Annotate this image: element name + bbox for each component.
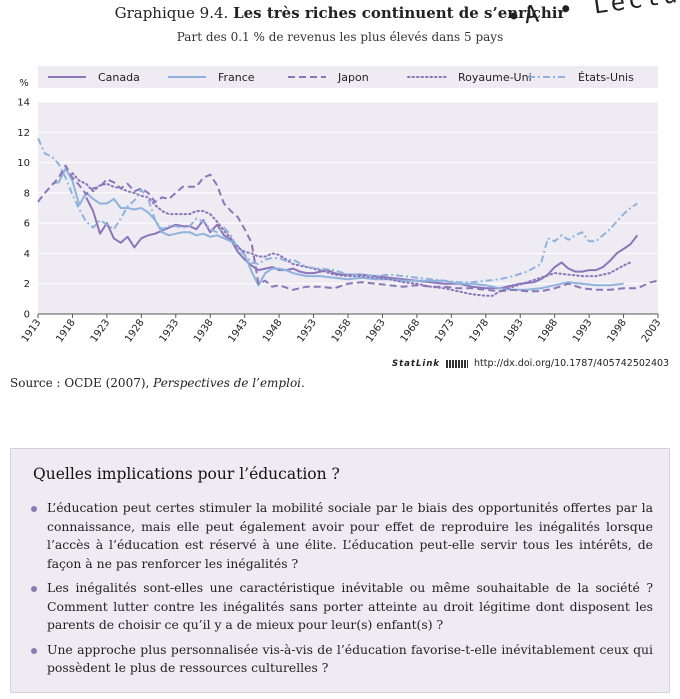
implications-box: Quelles implications pour l’éducation ? … bbox=[10, 448, 670, 693]
x-tick-label: 1993 bbox=[571, 317, 595, 344]
x-tick-label: 1978 bbox=[468, 317, 492, 344]
bullet-icon bbox=[31, 506, 37, 512]
y-tick-label: 0 bbox=[24, 310, 30, 321]
statlink-label: StatLink bbox=[392, 358, 441, 369]
series-line--tats-unis bbox=[37, 137, 638, 284]
x-tick-label: 2003 bbox=[640, 317, 664, 344]
source-publication: Perspectives de l’emploi bbox=[153, 376, 302, 390]
legend-label: États-Unis bbox=[578, 71, 634, 84]
y-tick-label: 10 bbox=[17, 158, 30, 169]
barcode-icon bbox=[446, 359, 469, 368]
y-tick-label: 14 bbox=[17, 98, 30, 109]
y-tick-label: 6 bbox=[24, 219, 30, 230]
chart-number: Graphique 9.4. bbox=[114, 4, 229, 22]
series-line-royaume-uni bbox=[71, 172, 632, 297]
x-tick-label: 1998 bbox=[605, 317, 629, 344]
y-axis-label: % bbox=[19, 78, 29, 89]
x-tick-label: 1968 bbox=[399, 317, 423, 344]
implications-list: L’éducation peut certes stimuler la mobi… bbox=[29, 499, 653, 684]
x-tick-label: 1963 bbox=[364, 317, 388, 344]
list-item: L’éducation peut certes stimuler la mobi… bbox=[29, 499, 653, 573]
statlink-url[interactable]: http://dx.doi.org/10.1787/405742502403 bbox=[474, 358, 670, 369]
list-item-text: L’éducation peut certes stimuler la mobi… bbox=[47, 500, 653, 571]
x-tick-label: 1913 bbox=[20, 317, 44, 344]
bullet-icon bbox=[31, 586, 37, 592]
series-line-france bbox=[51, 167, 624, 291]
x-tick-label: 1928 bbox=[123, 317, 147, 344]
legend-label: Japon bbox=[337, 71, 369, 84]
x-tick-label: 1958 bbox=[330, 317, 354, 344]
x-tick-label: 1918 bbox=[54, 317, 78, 344]
chart-subtitle: Part des 0.1 % de revenus les plus élevé… bbox=[176, 30, 504, 44]
x-tick-label: 1943 bbox=[227, 317, 251, 344]
legend-label: Canada bbox=[98, 71, 140, 84]
line-chart: 0 2 4 6 8 10 12 14% 1913 1918 1923 1928 1933 1938 1943… bbox=[17, 66, 664, 345]
legend-label: France bbox=[218, 71, 255, 84]
list-item: Une approche plus personnalisée vis-à-vi… bbox=[29, 641, 653, 678]
source-prefix: Source : OCDE (2007), bbox=[10, 376, 154, 390]
x-tick-label: 1973 bbox=[433, 317, 457, 344]
y-tick-label: 2 bbox=[24, 279, 30, 290]
statlink[interactable]: StatLink http://dx.doi.org/10.1787/40574… bbox=[392, 358, 669, 369]
box-heading: Quelles implications pour l’éducation ? bbox=[33, 465, 340, 483]
x-tick-label: 1988 bbox=[537, 317, 561, 344]
series-line-canada bbox=[85, 196, 639, 290]
legend-background bbox=[38, 66, 658, 88]
x-tick-label: 1948 bbox=[261, 317, 285, 344]
y-tick-label: 12 bbox=[17, 128, 30, 139]
source-suffix: . bbox=[301, 376, 305, 390]
source-note: Source : OCDE (2007), Perspectives de l’… bbox=[10, 376, 305, 390]
chart-title: Graphique 9.4. Les très riches continuen… bbox=[0, 4, 680, 22]
y-tick-label: 8 bbox=[24, 188, 30, 199]
x-tick-label: 1953 bbox=[295, 317, 319, 344]
x-tick-label: 1933 bbox=[158, 317, 182, 344]
y-tick-label: 4 bbox=[24, 249, 30, 260]
x-tick-label: 1983 bbox=[502, 317, 526, 344]
x-tick-label: 1938 bbox=[192, 317, 216, 344]
list-item: Les inégalités sont-elles une caractéris… bbox=[29, 579, 653, 635]
x-tick-label: 1923 bbox=[89, 317, 113, 344]
series-line-japon bbox=[37, 164, 659, 293]
legend-label: Royaume-Uni bbox=[458, 71, 532, 84]
chart-heading: Les très riches continuent de s’enrichir bbox=[233, 4, 566, 22]
bullet-icon bbox=[31, 647, 37, 654]
list-item-text: Une approche plus personnalisée vis-à-vi… bbox=[47, 641, 653, 676]
list-item-text: Les inégalités sont-elles une caractéris… bbox=[47, 580, 653, 632]
